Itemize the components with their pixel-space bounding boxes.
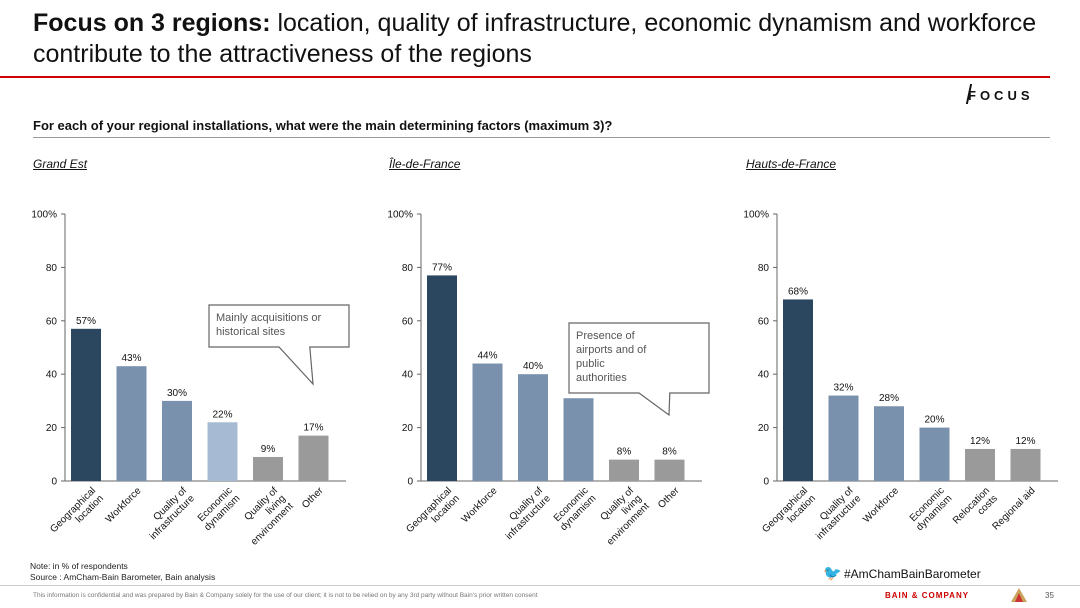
y-tick-label: 80: [402, 263, 414, 274]
chart-hauts-de-france: 0 20 40 60 80 100% 68% Geographicallocation 32% Q…: [743, 210, 1058, 543]
bar-value-label: 68%: [788, 286, 808, 297]
bar-value-label: 20%: [924, 415, 944, 426]
page-title-bold: Focus on 3 regions:: [33, 9, 271, 37]
question-divider: [33, 137, 1050, 138]
x-category-label: Regional aid: [991, 485, 1038, 532]
footnote-note: Note: in % of respondents: [30, 561, 128, 571]
chart-grand-est: 0 20 40 60 80 100% 57% Geographicallocation 43% W…: [31, 210, 350, 548]
y-tick-label: 40: [758, 370, 770, 381]
bar-value-label: 30%: [167, 388, 187, 399]
bar-value-label: 43%: [121, 353, 141, 364]
bar-value-label: 57%: [76, 316, 96, 327]
footer-divider: [0, 585, 1080, 586]
bar: [472, 363, 503, 481]
y-tick-label: 40: [46, 370, 58, 381]
bar: [563, 398, 594, 481]
y-tick-label: 0: [763, 477, 769, 488]
y-tick-label: 100%: [387, 210, 413, 221]
bar-value-label: 77%: [432, 262, 452, 273]
brand-label: FOCUS: [968, 88, 1034, 103]
bar: [1010, 448, 1041, 481]
y-tick-label: 60: [46, 316, 58, 327]
bar: [162, 400, 192, 481]
x-category-label: Quality oflivingenvironment: [233, 485, 295, 547]
amcham-logo-icon: [1011, 588, 1027, 602]
bar: [609, 459, 639, 481]
bar-value-label: 9%: [261, 444, 276, 455]
bar: [919, 427, 950, 481]
annotation-text: Mainly acquisitions or historical sites: [216, 312, 321, 338]
x-category-label: Other: [656, 485, 682, 511]
bar: [965, 448, 995, 481]
bar: [116, 366, 147, 481]
y-tick-label: 60: [402, 316, 414, 327]
y-tick-label: 80: [758, 263, 770, 274]
survey-question: For each of your regional installations,…: [33, 118, 613, 133]
bar-value-label: 28%: [879, 393, 899, 404]
bar: [298, 435, 329, 481]
x-category-label: Economicdynamism: [551, 485, 599, 533]
bar: [828, 395, 859, 481]
bar-value-label: 22%: [212, 409, 232, 420]
x-category-label: Quality ofinfrastructure: [140, 485, 197, 542]
hashtag-label: #AmChamBainBarometer: [844, 567, 981, 581]
bar-value-label: 12%: [970, 436, 990, 447]
bar-value-label: 12%: [1015, 436, 1035, 447]
y-tick-label: 0: [407, 477, 413, 488]
company-logo-text: BAIN & COMPANY: [885, 591, 970, 600]
title-divider: [0, 76, 1050, 78]
x-category-label: Geographicallocation: [48, 485, 106, 543]
chart-ile-de-france: 0 20 40 60 80 100% 77% Geographicallocation 44% W…: [387, 210, 710, 548]
x-category-label: Economicdynamism: [907, 485, 955, 533]
bar: [654, 459, 685, 481]
y-tick-label: 40: [402, 370, 414, 381]
bar-value-label: 8%: [662, 447, 677, 458]
bar-value-label: 32%: [833, 383, 853, 394]
x-category-label: Quality ofinfrastructure: [807, 485, 864, 542]
region-title-ile-de-france: Île-de-France: [389, 157, 461, 171]
bar: [874, 406, 904, 481]
y-tick-label: 100%: [31, 210, 57, 221]
annotation-callout: Mainly acquisitions or historical sites: [208, 304, 350, 386]
bar-value-label: 40%: [523, 361, 543, 372]
twitter-bird-icon: 🐦: [823, 565, 842, 582]
bar: [253, 456, 283, 481]
bar: [207, 422, 238, 481]
bar-value-label: 17%: [303, 423, 323, 434]
page-title-rest: location, quality of infrastructure, eco…: [33, 9, 1037, 68]
region-title-grand-est: Grand Est: [33, 157, 88, 171]
y-tick-label: 80: [46, 263, 58, 274]
x-category-label: Quality oflivingenvironment: [589, 485, 651, 547]
bar-value-label: 44%: [477, 351, 497, 362]
bar: [427, 275, 457, 481]
y-tick-label: 100%: [743, 210, 769, 221]
y-tick-label: 20: [758, 423, 770, 434]
footnote-source: Source : AmCham-Bain Barometer, Bain ana…: [30, 572, 216, 582]
y-tick-label: 0: [51, 477, 57, 488]
x-category-label: Economicdynamism: [195, 485, 243, 533]
page-title: Focus on 3 regions: location, quality of…: [33, 8, 1043, 70]
y-tick-label: 20: [46, 423, 58, 434]
y-tick-label: 20: [402, 423, 414, 434]
x-category-label: Geographicallocation: [404, 485, 462, 543]
x-category-label: Workforce: [104, 485, 144, 525]
annotation-text: Presence of airports and of public authorit…: [576, 330, 647, 384]
confidentiality-disclaimer: This information is confidential and was…: [33, 592, 538, 599]
x-category-label: Workforce: [460, 485, 500, 525]
bar: [783, 299, 813, 481]
x-category-label: Quality ofinfrastructure: [496, 485, 553, 542]
bar: [518, 374, 548, 481]
x-category-label: Geographicallocation: [760, 485, 818, 543]
y-tick-label: 60: [758, 316, 770, 327]
bar-value-label: 8%: [617, 447, 632, 458]
annotation-callout: Presence of airports and of public authorit…: [568, 322, 710, 417]
x-category-label: Workforce: [861, 485, 901, 525]
x-category-label: Other: [300, 485, 326, 511]
bar: [71, 328, 101, 481]
page-number: 35: [1045, 591, 1054, 600]
region-title-hauts-de-france: Hauts-de-France: [746, 157, 837, 171]
